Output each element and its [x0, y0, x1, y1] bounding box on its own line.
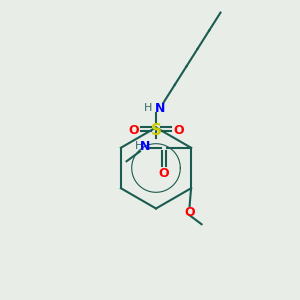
Text: S: S [151, 123, 161, 138]
Text: O: O [173, 124, 184, 137]
Text: H: H [144, 103, 153, 113]
Text: N: N [155, 101, 165, 115]
Text: O: O [128, 124, 139, 137]
Text: N: N [140, 140, 151, 153]
Text: O: O [159, 167, 170, 180]
Text: H: H [134, 141, 143, 151]
Text: O: O [184, 206, 195, 219]
